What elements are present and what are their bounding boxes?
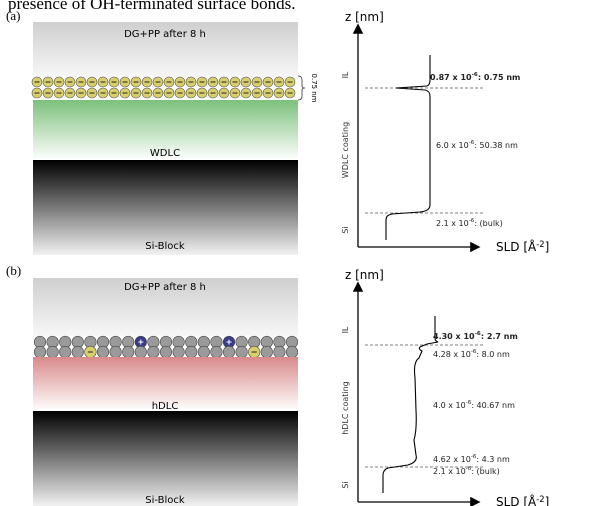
axis-label: z [nm] bbox=[345, 10, 384, 24]
text-part: : 40.67 nm bbox=[471, 401, 515, 410]
text-part: 4.0 x 10 bbox=[433, 401, 466, 410]
atom bbox=[135, 346, 147, 358]
molecule-layer bbox=[32, 77, 295, 98]
axis-label: SLD [Å-2] bbox=[496, 494, 549, 506]
text-part: SLD [Å bbox=[496, 494, 537, 506]
layer-label: Si-Block bbox=[145, 495, 185, 506]
annotation: 4.62 x 10-6: 4.3 nm bbox=[433, 454, 510, 464]
annotation: 4.30 x 10-6: 2.7 nm bbox=[433, 331, 518, 341]
layer-label: DG+PP after 8 h bbox=[124, 282, 206, 293]
text-part: 4.30 x 10 bbox=[433, 332, 475, 341]
atom bbox=[286, 346, 298, 358]
layer-label: Si-Block bbox=[145, 241, 185, 252]
atom bbox=[34, 346, 46, 358]
layer-label: WDLC bbox=[150, 148, 180, 159]
region-label: IL bbox=[341, 71, 350, 78]
atom bbox=[110, 346, 122, 358]
superscript: -2 bbox=[536, 239, 544, 249]
text-part: : 0.75 nm bbox=[478, 73, 521, 82]
region-label: IL bbox=[341, 326, 350, 333]
atom bbox=[72, 346, 84, 358]
annotation: 2.1 x 10-6: (bulk) bbox=[433, 466, 500, 476]
atom bbox=[198, 346, 210, 358]
atom bbox=[261, 346, 273, 358]
region-label: hDLC coating bbox=[341, 381, 350, 435]
atom bbox=[97, 346, 109, 358]
panel-label: (b) bbox=[6, 263, 21, 278]
text-part: : 8.0 nm bbox=[476, 350, 510, 359]
text-part: : 2.7 nm bbox=[481, 332, 518, 341]
atom bbox=[185, 346, 197, 358]
atom bbox=[47, 346, 59, 358]
text-part: : 4.3 nm bbox=[476, 455, 510, 464]
text-part: : (bulk) bbox=[471, 467, 499, 476]
brace bbox=[298, 76, 305, 100]
annotation: 6.0 x 10-6: 50.38 nm bbox=[436, 140, 518, 150]
panel-label: (a) bbox=[6, 8, 20, 23]
atom bbox=[211, 346, 223, 358]
sld-profile bbox=[383, 316, 438, 493]
text-part: 2.1 x 10 bbox=[436, 219, 469, 228]
thickness-label: 0.75 nm bbox=[310, 73, 318, 102]
text-part: 0.87 x 10 bbox=[430, 73, 472, 82]
atom bbox=[160, 346, 172, 358]
atom bbox=[59, 346, 71, 358]
layer bbox=[33, 411, 298, 506]
text-part: : (bulk) bbox=[474, 219, 502, 228]
figure: presence of OH-terminated surface bonds.… bbox=[0, 0, 595, 506]
atom bbox=[122, 346, 134, 358]
atom bbox=[148, 346, 160, 358]
superscript: -2 bbox=[536, 494, 544, 504]
text-part: : 50.38 nm bbox=[474, 141, 518, 150]
annotation: 4.28 x 10-6: 8.0 nm bbox=[433, 349, 510, 359]
annotation: 4.0 x 10-6: 40.67 nm bbox=[433, 400, 515, 410]
atom bbox=[274, 346, 286, 358]
text-part: SLD [Å bbox=[496, 239, 537, 254]
text-part: 6.0 x 10 bbox=[436, 141, 469, 150]
axis-label: z [nm] bbox=[345, 268, 384, 282]
molecule-layer bbox=[34, 336, 298, 358]
annotation: 2.1 x 10-6: (bulk) bbox=[436, 218, 503, 228]
text-part: ] bbox=[545, 495, 550, 506]
text-part: 4.62 x 10 bbox=[433, 455, 471, 464]
region-label: Si bbox=[341, 226, 350, 233]
atom bbox=[173, 346, 185, 358]
text-part: 2.1 x 10 bbox=[433, 467, 466, 476]
region-label: WDLC coating bbox=[341, 122, 350, 178]
text-part: ] bbox=[545, 240, 550, 254]
axis-label: SLD [Å-2] bbox=[496, 239, 549, 254]
text-part: 4.28 x 10 bbox=[433, 350, 471, 359]
region-label: Si bbox=[341, 481, 350, 488]
sld-profile bbox=[386, 55, 430, 240]
atom bbox=[223, 346, 235, 358]
caption-fragment: presence of OH-terminated surface bonds. bbox=[8, 0, 295, 13]
layer-label: hDLC bbox=[152, 401, 179, 412]
atom bbox=[236, 346, 248, 358]
layer-label: DG+PP after 8 h bbox=[124, 29, 206, 40]
annotation: 0.87 x 10-6: 0.75 nm bbox=[430, 72, 520, 82]
